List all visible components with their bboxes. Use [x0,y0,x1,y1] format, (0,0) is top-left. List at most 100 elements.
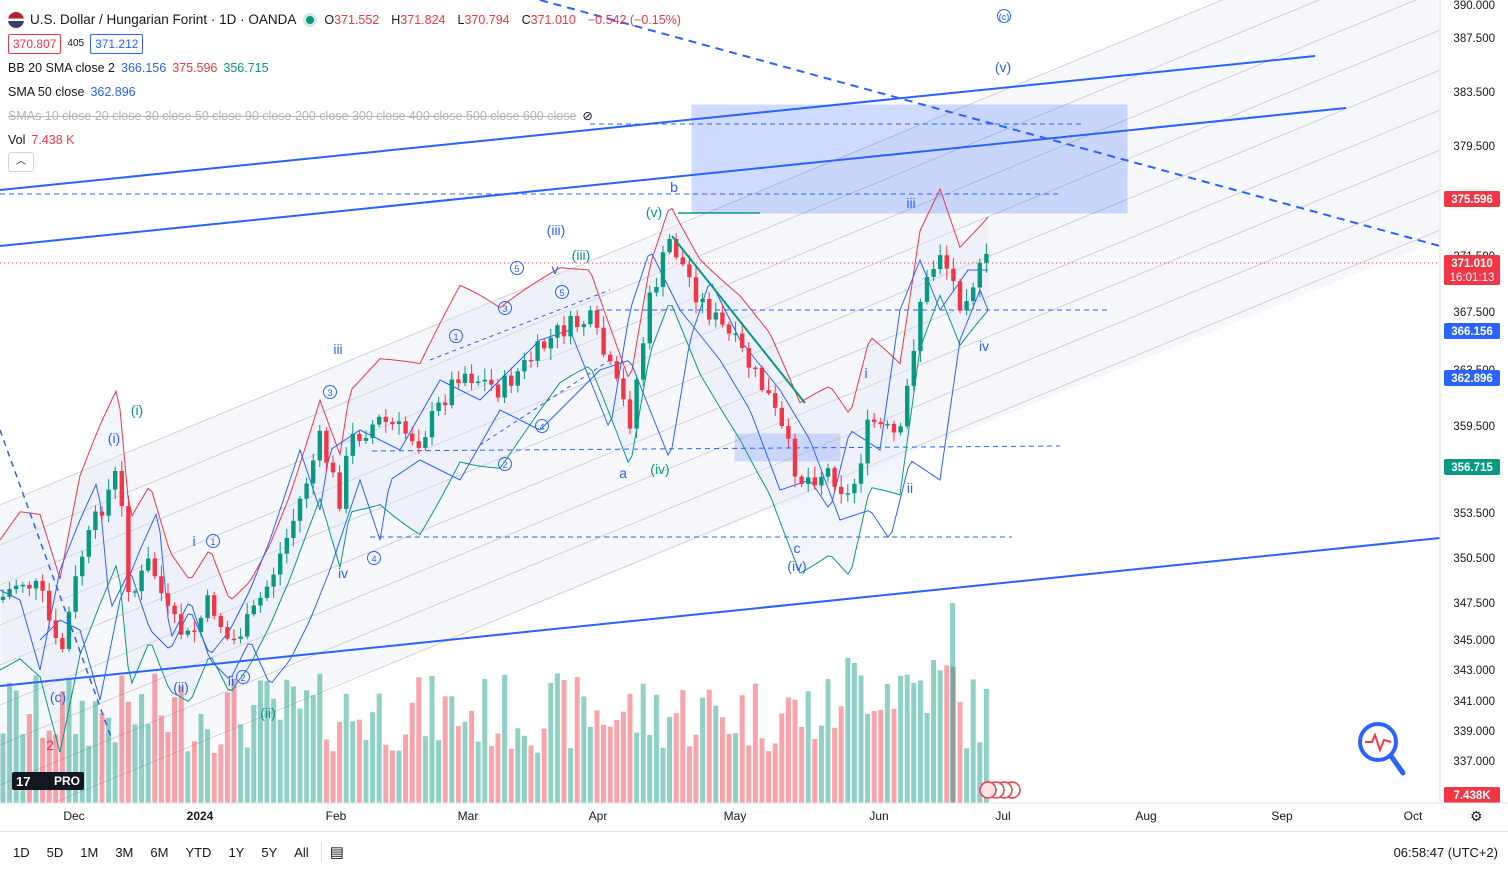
wave-label[interactable]: (iv) [650,461,669,477]
wave-label[interactable]: b [670,179,678,195]
time-axis[interactable]: Dec 2024 Feb Mar Apr May Jun Jul Aug Sep Oct [0,802,1508,823]
wave-label[interactable]: 4 [371,554,376,564]
wave-label[interactable]: v [552,261,559,277]
timeframe-5y[interactable]: 5Y [261,844,278,860]
volume-bar [145,724,151,803]
date-range-icon[interactable]: ▤ [329,844,344,861]
sma50-legend[interactable]: SMA 50 close 362.896 [8,85,136,99]
economic-events-icon[interactable] [979,781,1021,799]
candle-body [284,537,289,554]
wave-label[interactable]: c [794,540,801,556]
candle-body [93,511,98,530]
volume-bar [838,706,844,803]
volume-bar [53,734,59,803]
clock[interactable]: 06:58:47 (UTC+2) [1393,844,1498,860]
candle-body [872,419,877,423]
wave-label[interactable]: iv [979,338,989,354]
timeframe-6m[interactable]: 6M [150,844,169,860]
wave-label[interactable]: (iv) [787,558,806,574]
volume-bar [40,737,46,803]
wave-label[interactable]: (i) [131,402,143,418]
candle-body [344,455,349,509]
wave-label[interactable]: 1 [210,537,215,547]
wave-label[interactable]: 1 [453,332,458,342]
wave-label[interactable]: (v) [646,204,662,220]
wave-label[interactable]: i [864,365,867,381]
volume-bar [627,693,633,803]
volume-bar [46,730,52,803]
smas-multi-legend[interactable]: SMAs 10 close 20 close 30 close 50 close… [8,104,687,128]
timeframe-1d[interactable]: 1D [13,844,30,860]
tradingview-logo[interactable]: 17 PRO [12,772,84,790]
wave-label[interactable]: 3 [327,388,332,398]
wave-label[interactable]: 3 [502,304,507,314]
y-tick-label: 390.000 [1453,0,1495,12]
wave-label[interactable]: (c) [999,12,1010,22]
wave-label[interactable]: 5 [514,264,519,274]
volume-bar [535,752,541,803]
hidden-eye-icon[interactable]: ⊘ [582,109,593,123]
symbol-title[interactable]: U.S. Dollar / Hungarian Forint · 1D · OA… [30,12,297,27]
wave-label[interactable]: a [619,465,627,481]
price-axis[interactable]: 390.000387.500383.500379.500375.500371.5… [1439,0,1500,803]
candle-body [944,255,949,269]
volume-bar [891,708,897,803]
wave-label[interactable]: 2 [46,737,54,753]
timeframe-3m[interactable]: 3M [115,844,134,860]
wave-label[interactable]: iii [906,195,915,211]
volume-bar [376,693,382,803]
candle-body [773,393,778,408]
candle-body [753,367,758,370]
x-tick-label: May [724,809,747,823]
target-zone [691,104,1128,214]
timeframe-1m[interactable]: 1M [80,844,99,860]
volume-bar [528,745,534,803]
wave-label[interactable]: (i) [108,430,120,446]
vol-legend[interactable]: Vol 7.438 K [8,133,75,147]
candle-body [931,269,936,277]
collapse-legend-button[interactable]: ︿ [8,152,34,172]
sell-price-button[interactable]: 370.807 [8,34,62,54]
candle-body [660,252,666,287]
candle-body [918,301,923,351]
trendline-lower [0,537,1440,687]
volume-bar [0,733,6,803]
volume-bar [317,673,323,803]
timeframe-all[interactable]: All [294,844,309,860]
candle-body [878,422,883,425]
wave-label[interactable]: (c) [50,689,66,705]
magnifier-icon[interactable] [1358,722,1406,776]
channel-fill [0,0,1440,820]
y-tick-label: 339.000 [1453,726,1495,738]
wave-label[interactable]: 4 [539,422,544,432]
volume-bar [944,665,950,803]
wave-label[interactable]: ii [907,480,913,496]
wave-label[interactable]: 2 [502,460,507,470]
candle-body [86,529,91,557]
candle-body [357,433,362,441]
candle-body [594,310,600,328]
wave-label[interactable]: 5 [559,288,564,298]
gear-icon[interactable]: ⚙ [1470,808,1483,824]
timeframe-5d[interactable]: 5D [46,844,64,860]
candle-body [330,462,336,473]
wave-label[interactable]: 2 [240,673,245,683]
timeframe-1y[interactable]: 1Y [228,844,245,860]
timeframe-ytd[interactable]: YTD [185,844,212,860]
y-tick-label: 345.000 [1453,635,1495,647]
wave-label[interactable]: (ii) [260,705,276,721]
bb-legend[interactable]: BB 20 SMA close 2 366.156 375.596 356.71… [8,61,269,75]
wave-label[interactable]: ii [228,673,234,689]
buy-price-button[interactable]: 371.212 [90,34,144,54]
wave-label[interactable]: (v) [995,59,1011,75]
wave-label[interactable]: iv [338,565,348,581]
volume-bar [977,742,983,803]
wave-label[interactable]: i [192,533,195,549]
wave-label[interactable]: (ii) [173,679,189,695]
volume-bar [172,697,178,803]
candle-body [799,476,804,484]
wave-label[interactable]: iii [333,341,342,357]
wave-label[interactable]: (iii) [547,222,566,238]
wave-label[interactable]: (iii) [572,247,591,263]
